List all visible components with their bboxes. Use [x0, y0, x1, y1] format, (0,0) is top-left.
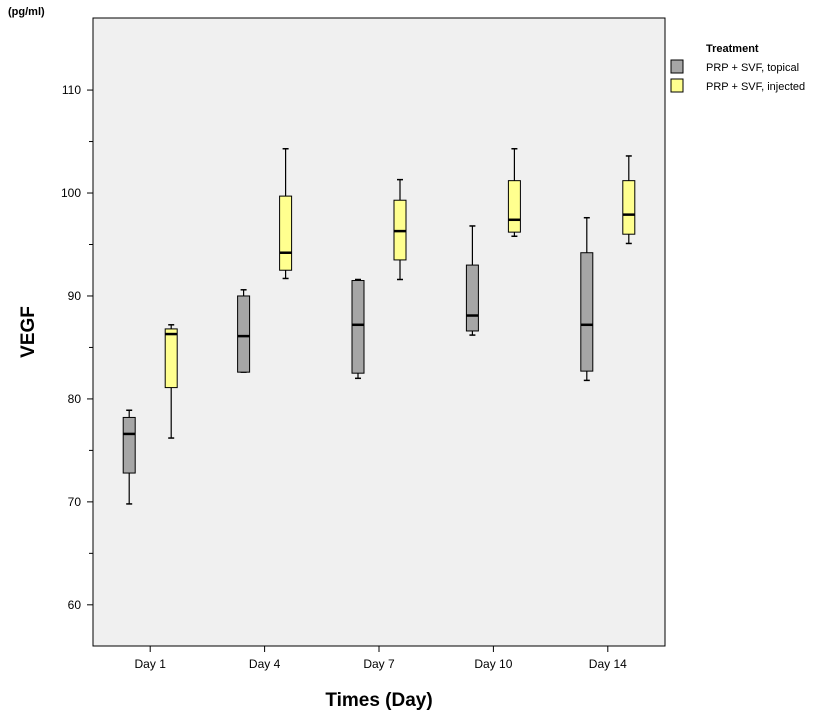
box-iqr [507, 180, 521, 233]
box-iqr [622, 180, 636, 235]
x-tick-label: Day 14 [589, 657, 627, 671]
box-iqr [279, 195, 293, 271]
legend-swatch [670, 59, 684, 74]
x-tick-label: Day 10 [474, 657, 512, 671]
box-1-3 [507, 147, 521, 238]
x-tick-label: Day 1 [135, 657, 167, 671]
y-unit-label: (pg/ml) [8, 6, 45, 18]
box-iqr [465, 264, 479, 332]
box-series [122, 147, 636, 505]
y-axis-title: VEGF [18, 306, 39, 358]
y-tick-label: 90 [68, 289, 82, 303]
box-1-2 [393, 178, 407, 281]
legend: Treatment PRP + SVF, topical PRP + SVF, i… [670, 43, 805, 93]
box-1-1 [279, 147, 293, 280]
box-0-0 [122, 409, 136, 505]
box-iqr [164, 328, 178, 389]
box-1-4 [622, 155, 636, 245]
x-tick-label: Day 4 [249, 657, 281, 671]
box-iqr [122, 416, 136, 474]
x-axis-title: Times (Day) [325, 690, 432, 711]
y-axis: 60 70 80 90 100 110 [61, 83, 93, 612]
legend-label: PRP + SVF, topical [706, 62, 799, 74]
box-1-0 [164, 324, 178, 439]
legend-swatch [670, 78, 684, 93]
y-tick-label: 100 [61, 186, 81, 200]
box-0-2 [351, 278, 365, 380]
box-0-4 [580, 216, 594, 382]
y-tick-label: 110 [62, 83, 81, 97]
x-axis: Day 1 Day 4 Day 7 Day 10 Day 14 [135, 646, 627, 671]
box-iqr [237, 295, 251, 373]
box-0-1 [237, 289, 251, 373]
x-tick-label: Day 7 [363, 657, 395, 671]
plot-area [92, 17, 666, 647]
y-tick-label: 60 [68, 598, 82, 612]
y-tick-label: 80 [68, 392, 82, 406]
y-tick-label: 70 [68, 495, 82, 509]
legend-title: Treatment [706, 43, 759, 55]
box-iqr [580, 252, 594, 372]
legend-label: PRP + SVF, injected [706, 81, 805, 93]
box-iqr [351, 280, 365, 374]
box-0-3 [465, 225, 479, 336]
